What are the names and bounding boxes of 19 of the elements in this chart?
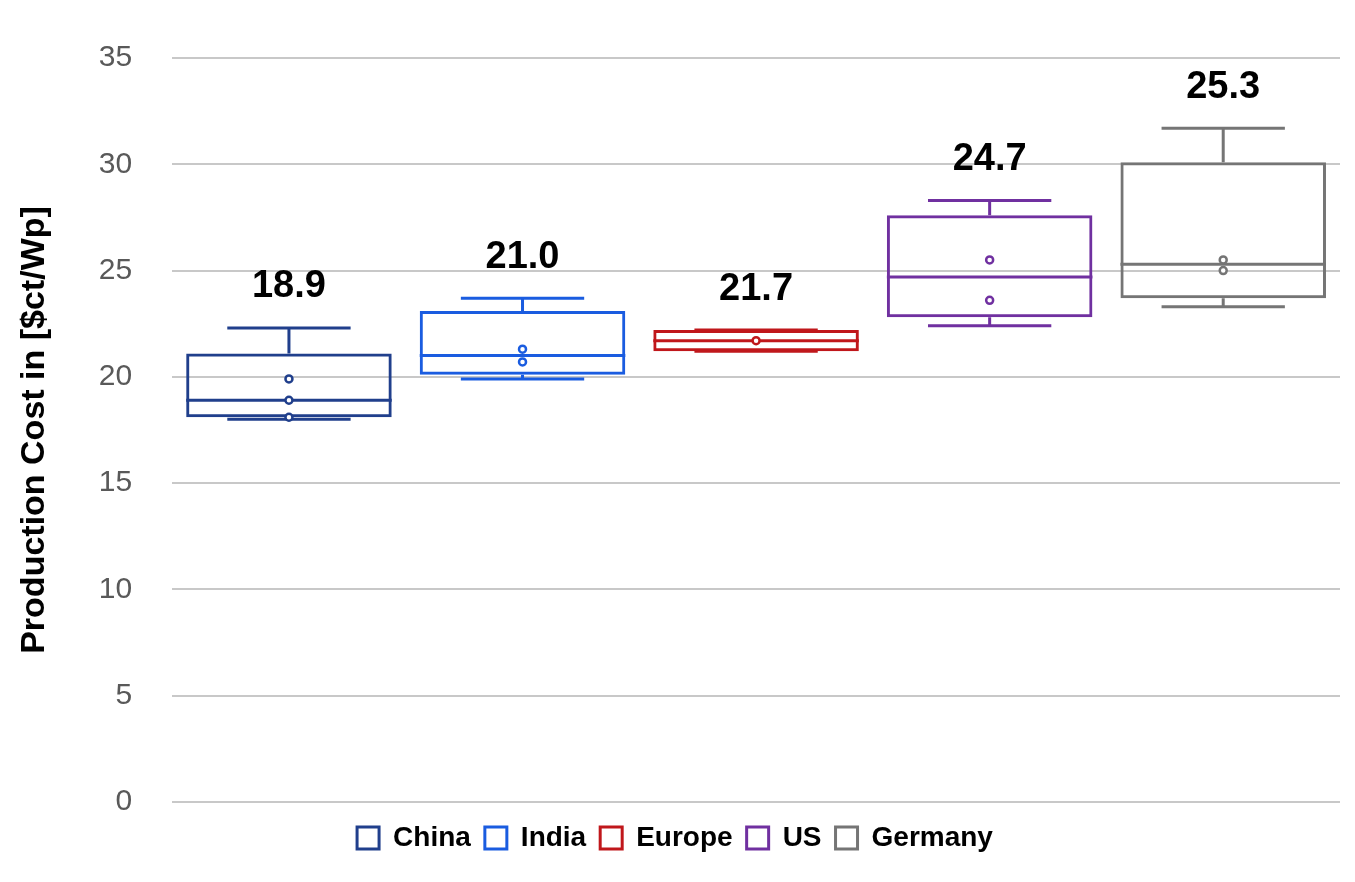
legend-label: India	[520, 820, 587, 852]
text: 25.3	[1186, 63, 1261, 106]
y-tick-label: 20	[98, 358, 133, 392]
y-tick-label: 0	[115, 783, 133, 817]
y-tick-label: 35	[98, 39, 133, 73]
text: 21.0	[485, 233, 560, 276]
y-axis-title: Production Cost in [$ct/Wp]	[12, 206, 51, 654]
text: 21.7	[719, 265, 794, 308]
y-tick-label: 25	[98, 251, 133, 285]
y-tick-label: 10	[98, 570, 133, 604]
y-tick-label: 15	[98, 464, 133, 498]
legend-label: Germany	[871, 820, 994, 852]
legend-label: US	[782, 820, 822, 852]
text: 24.7	[952, 135, 1027, 178]
y-tick-label: 5	[115, 676, 133, 710]
legend-label: China	[393, 820, 472, 852]
text: 18.9	[251, 263, 326, 306]
legend-label: Europe	[636, 820, 733, 852]
y-tick-label: 30	[98, 145, 133, 179]
